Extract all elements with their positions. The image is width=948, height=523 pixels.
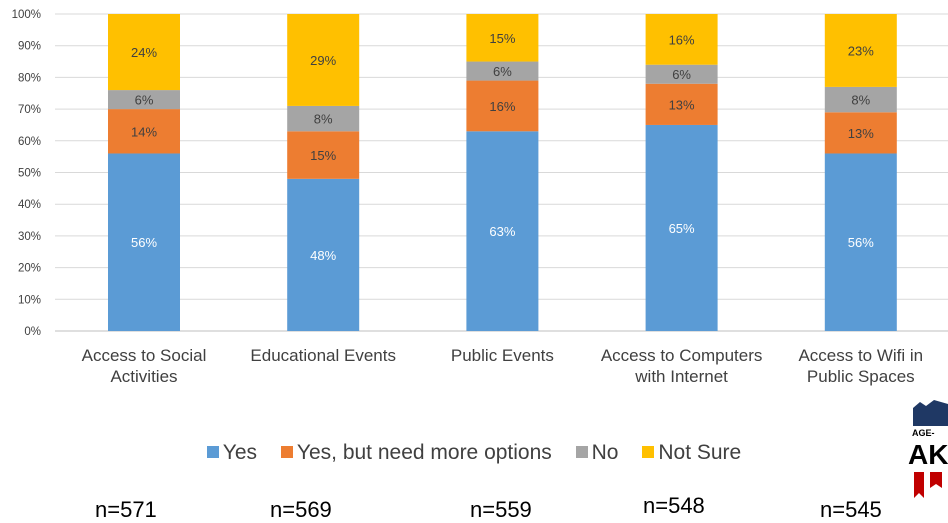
bar-segment <box>108 153 180 331</box>
legend-item-yes-need-more: Yes, but need more options <box>280 441 552 465</box>
y-tick-label: 50% <box>18 168 41 180</box>
data-label: 15% <box>489 31 515 46</box>
data-label: 29% <box>310 53 336 68</box>
bar-segment <box>824 86 897 113</box>
bar-segment <box>466 61 539 81</box>
data-label: 6% <box>672 67 691 82</box>
x-tick-label: Access to Social <box>82 346 207 365</box>
y-tick-label: 0% <box>24 326 41 338</box>
legend-swatch <box>280 446 293 458</box>
data-label: 16% <box>489 99 515 114</box>
logo-text: AGE- <box>912 428 935 438</box>
stacked-bar-chart: 0% 10% 20% 30% 40% 50% 60% 70% 80% 90% 100% 56% 14%… <box>12 9 948 386</box>
age-friendly-logo: AGE- AK <box>908 400 948 498</box>
y-tick-label: 60% <box>18 136 41 148</box>
legend-swatch <box>575 446 588 458</box>
x-tick-label: Public Spaces <box>807 367 915 386</box>
bar-segment <box>645 64 718 84</box>
x-tick-label: Activities <box>110 367 177 386</box>
data-label: 56% <box>848 235 874 250</box>
bar-segment <box>824 153 897 331</box>
bars: 56% 14% 6% 24% 48% 15% 8% 29% 63% 16% 6% 15% 65% 13% 6… <box>108 14 897 331</box>
y-tick-label: 30% <box>18 231 41 243</box>
data-label: 16% <box>669 32 695 47</box>
y-tick-label: 20% <box>18 263 41 275</box>
x-tick-label: with Internet <box>634 367 728 386</box>
sample-size-3: n=559 <box>470 497 532 522</box>
data-label: 8% <box>851 93 870 108</box>
x-tick-label: Educational Events <box>250 346 396 365</box>
data-label: 6% <box>135 93 154 108</box>
bar-segment <box>824 14 897 87</box>
bar-segment <box>108 109 180 154</box>
bar-segment <box>645 14 718 65</box>
data-label: 56% <box>131 235 157 250</box>
x-axis: Access to Social Activities Educational Ev… <box>82 346 924 386</box>
legend-item-not-sure: Not Sure <box>642 441 741 465</box>
data-label: 65% <box>669 221 695 236</box>
x-tick-label: Access to Wifi in <box>798 346 923 365</box>
data-label: 15% <box>310 148 336 163</box>
bar-segment <box>108 90 180 110</box>
bar-segment <box>466 80 539 132</box>
data-label: 14% <box>131 124 157 139</box>
bar-segment <box>287 131 360 179</box>
legend-label: Not Sure <box>658 441 742 464</box>
legend-label: Yes, but need more options <box>296 441 552 464</box>
data-label: 13% <box>669 97 695 112</box>
y-tick-label: 100% <box>12 9 41 21</box>
data-label: 8% <box>314 112 333 127</box>
bar-segment <box>466 14 539 62</box>
y-tick-label: 70% <box>18 104 41 116</box>
bar-segment <box>466 131 539 331</box>
y-tick-label: 90% <box>18 41 41 53</box>
y-axis: 0% 10% 20% 30% 40% 50% 60% 70% 80% 90% 100% <box>12 9 41 338</box>
bar-segment <box>287 178 360 331</box>
data-label: 48% <box>310 248 336 263</box>
data-label: 24% <box>131 45 157 60</box>
bar-segment <box>287 105 360 132</box>
legend-swatch <box>642 446 655 458</box>
legend-swatch <box>206 446 219 458</box>
legend-item-no: No <box>575 441 619 465</box>
bar-segment <box>287 14 360 106</box>
x-tick-label: Access to Computers <box>601 346 763 365</box>
legend-item-yes: Yes <box>206 441 258 465</box>
bar-segment <box>108 14 180 91</box>
y-tick-label: 80% <box>18 72 41 84</box>
x-tick-label: Public Events <box>451 346 554 365</box>
data-label: 63% <box>489 224 515 239</box>
sample-size-2: n=569 <box>270 497 332 522</box>
legend-label: No <box>591 441 619 464</box>
bar-segment <box>824 112 897 154</box>
sample-size-4: n=548 <box>643 493 705 518</box>
bar-segment <box>645 124 718 331</box>
legend: Yes Yes, but need more options No Not Su… <box>0 441 948 465</box>
logo-letters: AK <box>908 439 948 470</box>
sample-size-1: n=571 <box>95 497 157 522</box>
y-tick-label: 40% <box>18 199 41 211</box>
legend-label: Yes <box>222 441 258 464</box>
data-label: 6% <box>493 64 512 79</box>
data-label: 23% <box>848 43 874 58</box>
y-tick-label: 10% <box>18 294 41 306</box>
sample-size-5: n=545 <box>820 497 882 522</box>
bar-segment <box>645 83 718 125</box>
data-label: 13% <box>848 126 874 141</box>
